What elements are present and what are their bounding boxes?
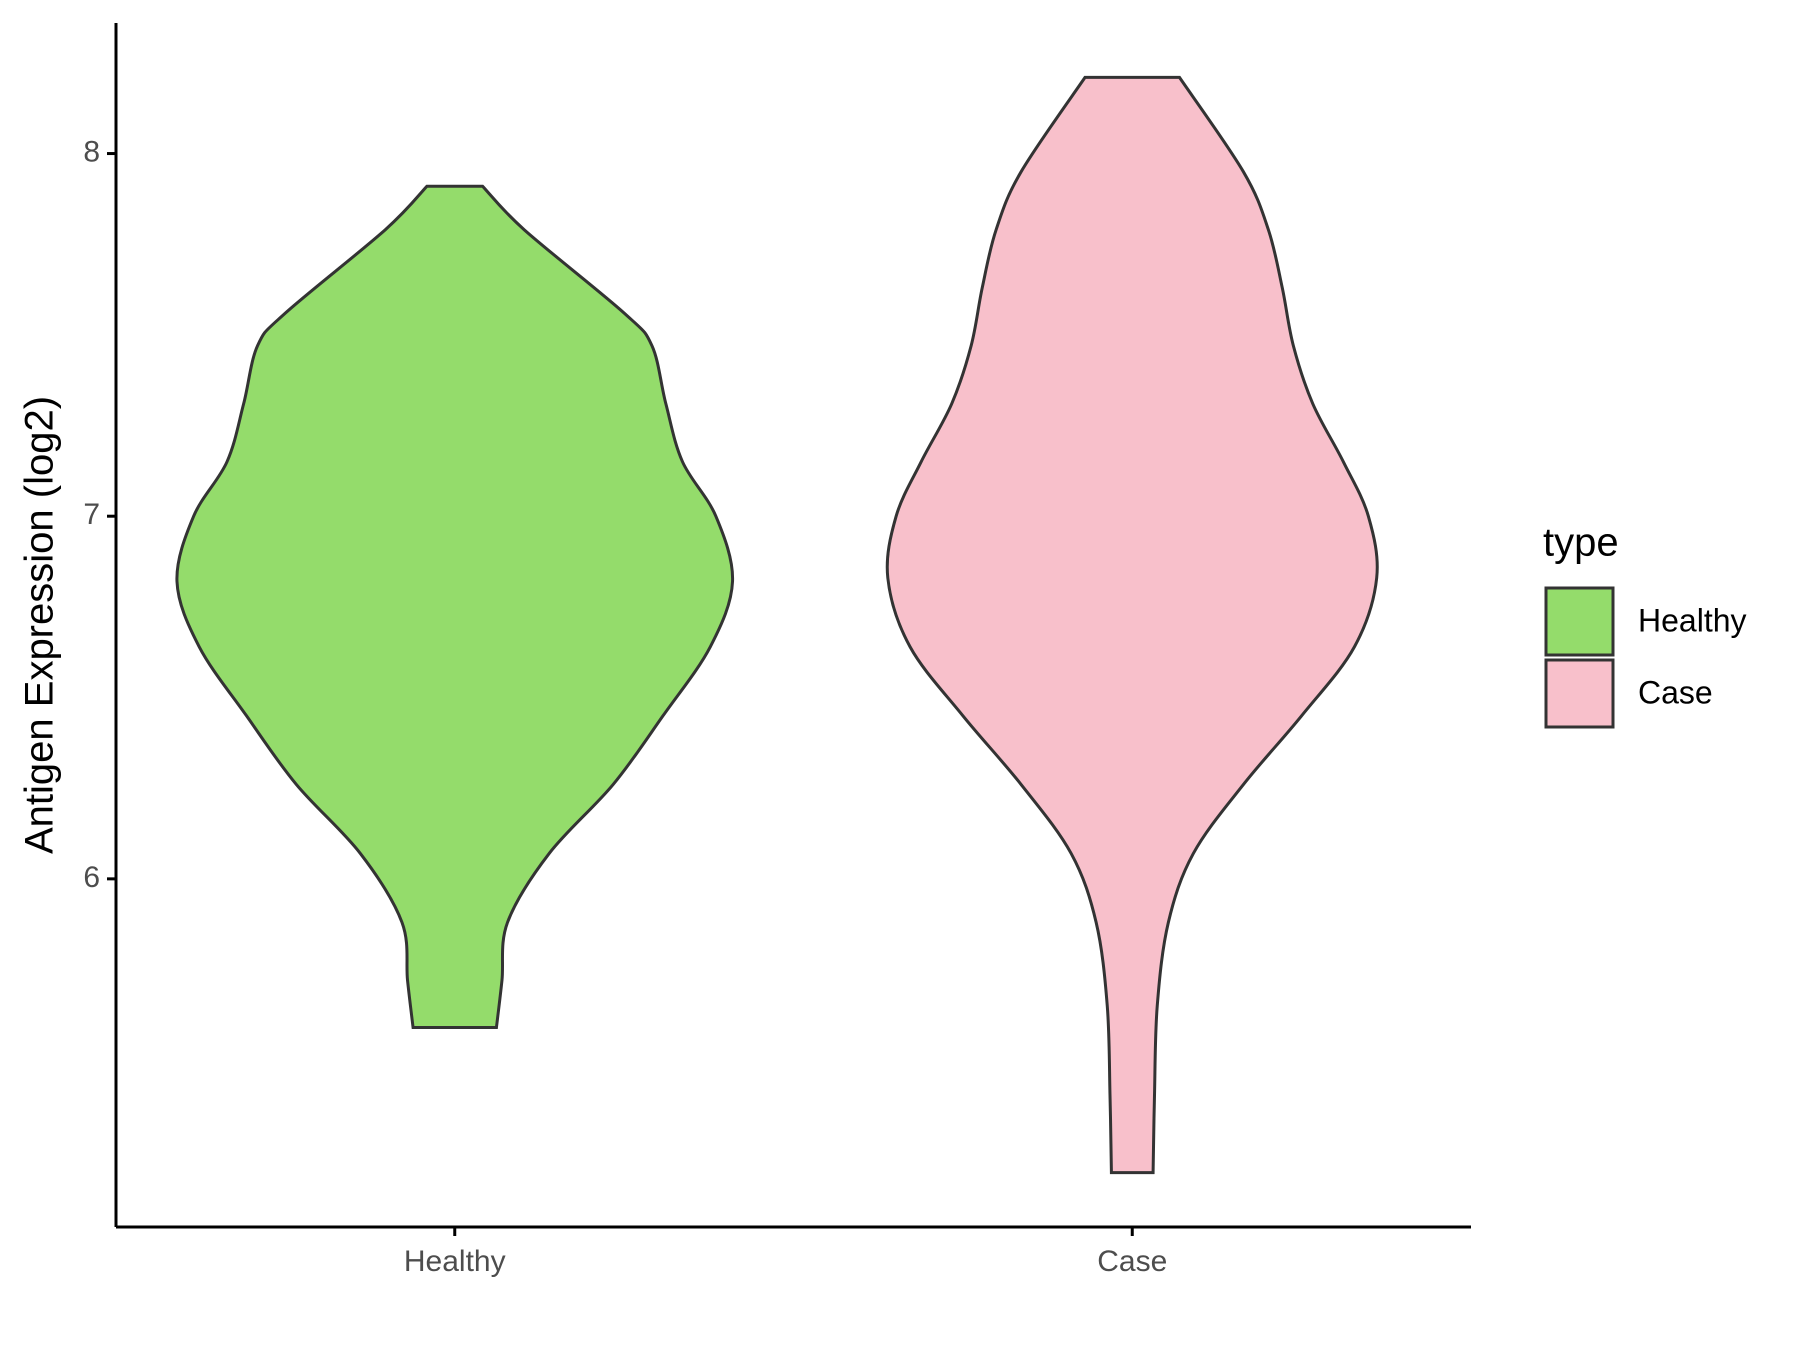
legend-title: type [1543, 521, 1619, 565]
legend-label: Case [1638, 674, 1713, 710]
y-axis-title: Antigen Expression (log2) [18, 396, 62, 854]
legend-swatch [1544, 658, 1615, 729]
violin [885, 75, 1379, 1175]
y-tick-label: 8 [83, 135, 100, 168]
x-tick-label: Healthy [404, 1245, 506, 1278]
x-tick-label: Case [1097, 1245, 1167, 1278]
y-tick-label: 6 [83, 861, 100, 894]
y-tick-label: 7 [83, 498, 100, 531]
violin [175, 184, 735, 1030]
legend-swatch [1544, 586, 1615, 657]
legend-label: Healthy [1638, 602, 1747, 638]
